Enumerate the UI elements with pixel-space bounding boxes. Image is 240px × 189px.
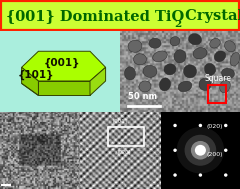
Ellipse shape	[220, 80, 230, 93]
Ellipse shape	[193, 48, 207, 59]
Ellipse shape	[149, 38, 161, 48]
Circle shape	[224, 124, 228, 127]
Text: (200): (200)	[207, 152, 223, 157]
Ellipse shape	[143, 65, 157, 77]
Ellipse shape	[125, 67, 136, 80]
Text: Square: Square	[204, 74, 232, 83]
Circle shape	[224, 173, 228, 177]
Ellipse shape	[170, 37, 180, 46]
Ellipse shape	[214, 51, 226, 62]
Text: {101}: {101}	[18, 70, 54, 81]
Text: (020): (020)	[207, 124, 223, 129]
Polygon shape	[90, 67, 106, 95]
Text: [020]: [020]	[118, 149, 131, 154]
Ellipse shape	[204, 63, 216, 75]
Circle shape	[191, 141, 210, 160]
Bar	[108, 127, 144, 146]
Ellipse shape	[139, 81, 151, 92]
Ellipse shape	[199, 78, 211, 90]
Ellipse shape	[174, 50, 186, 63]
Polygon shape	[22, 51, 106, 81]
Ellipse shape	[210, 38, 220, 48]
Ellipse shape	[222, 68, 234, 78]
Circle shape	[173, 149, 177, 152]
Circle shape	[185, 135, 216, 166]
Ellipse shape	[189, 34, 201, 45]
Ellipse shape	[153, 51, 167, 62]
Circle shape	[173, 124, 177, 127]
Ellipse shape	[230, 53, 240, 66]
Polygon shape	[22, 83, 38, 95]
Circle shape	[173, 173, 177, 177]
Ellipse shape	[178, 81, 192, 92]
Bar	[208, 85, 226, 104]
Text: {001}: {001}	[44, 58, 81, 68]
Text: [001]: [001]	[113, 118, 127, 123]
Ellipse shape	[159, 78, 171, 91]
Circle shape	[195, 145, 206, 156]
Ellipse shape	[128, 40, 142, 52]
Ellipse shape	[224, 41, 235, 52]
Ellipse shape	[164, 64, 176, 75]
Text: 2: 2	[174, 20, 181, 29]
Polygon shape	[38, 81, 90, 95]
Text: Crystals: Crystals	[180, 9, 240, 23]
Ellipse shape	[184, 65, 197, 78]
Text: {001} Dominated TiO: {001} Dominated TiO	[6, 9, 184, 23]
Circle shape	[199, 124, 202, 127]
Ellipse shape	[133, 54, 146, 65]
Circle shape	[199, 173, 202, 177]
Circle shape	[177, 127, 224, 174]
Polygon shape	[22, 67, 38, 95]
Text: 50 nm: 50 nm	[128, 92, 157, 101]
Circle shape	[224, 149, 228, 152]
